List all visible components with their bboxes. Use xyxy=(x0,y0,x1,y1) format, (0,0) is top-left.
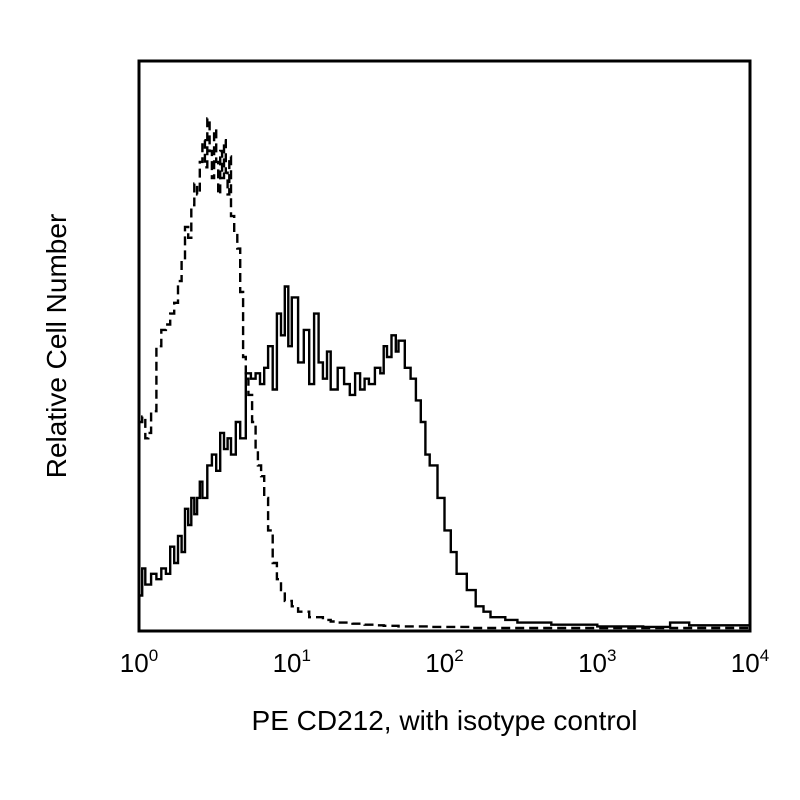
x-tick-label: 101 xyxy=(273,646,311,678)
plot-frame xyxy=(137,59,752,633)
x-tick-label: 103 xyxy=(578,646,616,678)
series-line-dashed xyxy=(139,117,750,630)
x-tick-label: 104 xyxy=(731,646,769,678)
series-line-solid xyxy=(139,285,752,629)
y-axis-title: Relative Cell Number xyxy=(41,214,72,479)
x-tick-label: 100 xyxy=(120,646,158,678)
x-tick-label: 102 xyxy=(425,646,463,678)
series-layer xyxy=(139,117,752,630)
x-axis-title: PE CD212, with isotype control xyxy=(252,705,638,736)
x-tick-labels: 100 101 102 103 104 xyxy=(120,646,769,678)
